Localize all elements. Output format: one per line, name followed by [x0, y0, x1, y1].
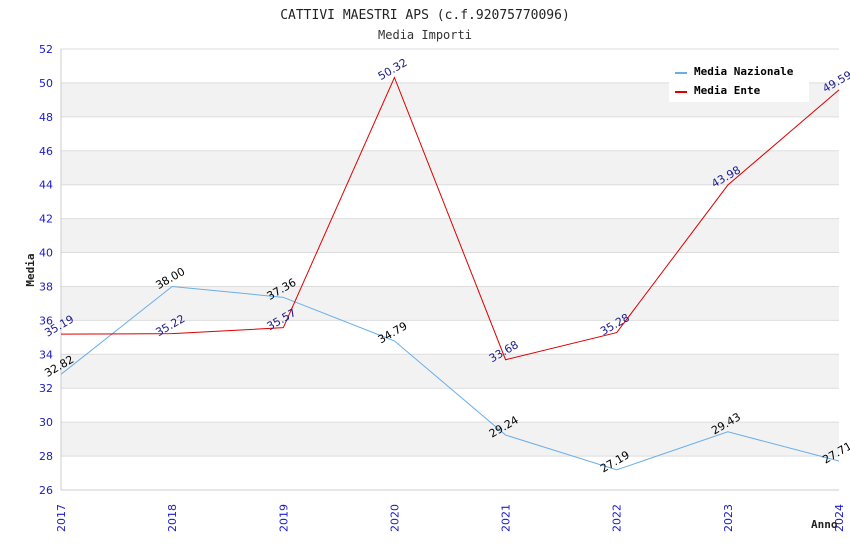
x-tick-label: 2018 [166, 504, 179, 532]
x-tick-label: 2017 [55, 504, 68, 532]
legend-box [669, 58, 809, 102]
series-lines [60, 76, 840, 471]
y-tick-label: 34 [39, 348, 53, 361]
series-line-media-ente [60, 76, 840, 361]
y-tick-label: 38 [39, 280, 53, 293]
y-tick-labels: 26 28 30 32 34 36 38 40 42 44 46 48 50 52 [39, 43, 53, 497]
chart-title: CATTIVI MAESTRI APS (c.f.92075770096) [280, 8, 570, 23]
grid-band [61, 320, 839, 355]
x-tick-label: 2022 [611, 504, 624, 532]
x-tick-label: 2024 [833, 504, 846, 532]
y-tick-label: 36 [39, 314, 53, 327]
y-axis-label: Media [24, 253, 37, 286]
grid-band [61, 286, 839, 321]
chart-subtitle: Media Importi [378, 28, 472, 42]
y-tick-label: 32 [39, 382, 53, 395]
grid-band [61, 184, 839, 219]
grid-band [61, 422, 839, 457]
grid-band [61, 116, 839, 151]
x-tick-labels: 2017 2018 2019 2020 2021 2022 2023 2024 [55, 504, 846, 532]
y-tick-label: 44 [39, 179, 53, 192]
series-line-media-nazionale [60, 285, 840, 471]
grid-band [61, 354, 839, 389]
y-tick-label: 28 [39, 450, 53, 463]
y-tick-label: 42 [39, 213, 53, 226]
y-tick-label: 40 [39, 247, 53, 260]
grid-band [61, 388, 839, 423]
grid-band [61, 150, 839, 185]
legend: Media Nazionale Media Ente [669, 58, 809, 102]
grid-band [61, 252, 839, 287]
x-tick-label: 2021 [500, 504, 513, 532]
y-tick-label: 50 [39, 77, 53, 90]
y-tick-label: 30 [39, 416, 53, 429]
y-tick-label: 26 [39, 484, 53, 497]
y-tick-label: 52 [39, 43, 53, 56]
grid-band [61, 218, 839, 253]
legend-label-media-ente: Media Ente [694, 84, 761, 97]
x-tick-label: 2023 [722, 504, 735, 532]
y-tick-label: 46 [39, 145, 53, 158]
x-tick-label: 2020 [388, 504, 401, 532]
y-tick-label: 48 [39, 111, 53, 124]
legend-label-media-nazionale: Media Nazionale [694, 65, 794, 78]
x-tick-label: 2019 [277, 504, 290, 532]
x-axis-label: Anno [811, 518, 838, 531]
axes [60, 49, 839, 491]
grid-band [61, 456, 839, 490]
